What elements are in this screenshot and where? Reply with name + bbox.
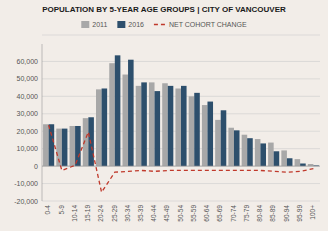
bar <box>255 139 261 166</box>
grid-line <box>42 78 320 79</box>
bar <box>300 163 306 166</box>
legend-swatch <box>154 24 166 25</box>
net-line <box>49 125 314 192</box>
x-tick-label: 100+ <box>309 205 316 220</box>
bar <box>175 88 181 166</box>
bar <box>62 129 68 167</box>
bar <box>43 124 49 166</box>
x-tick-label: 5-9 <box>58 205 65 215</box>
bar <box>181 86 187 166</box>
bar <box>221 110 227 166</box>
y-tick-label: 50,000 <box>17 75 39 82</box>
y-axis-line <box>42 44 43 201</box>
bar <box>88 117 94 166</box>
zero-line <box>42 166 320 167</box>
x-tick-label: 80-84 <box>256 205 263 222</box>
x-tick-label: 85-89 <box>269 205 276 222</box>
bar <box>102 88 108 166</box>
x-tick-label: 15-19 <box>84 205 91 222</box>
legend-label: NET COHORT CHANGE <box>169 21 247 28</box>
bar <box>122 75 128 167</box>
bar <box>287 158 293 166</box>
legend-label: 2011 <box>92 21 107 28</box>
x-tick-label: 50-54 <box>177 205 184 222</box>
background <box>0 0 328 231</box>
x-tick-label: 90-94 <box>283 205 290 222</box>
bar <box>155 91 161 166</box>
y-tick-label: 30,000 <box>17 110 39 117</box>
title: POPULATION BY 5-YEAR AGE GROUPS | CITY O… <box>42 5 286 14</box>
bar <box>136 86 142 166</box>
x-tick-label: 45-49 <box>163 205 170 222</box>
x-tick-label: 65-69 <box>216 205 223 222</box>
grid-line <box>42 201 320 202</box>
bar <box>202 105 208 166</box>
bar <box>295 159 301 166</box>
x-tick-label: 10-14 <box>71 205 78 222</box>
bar <box>228 128 234 166</box>
y-tick-label: 0 <box>34 163 38 170</box>
y-tick-label: 40,000 <box>17 93 39 100</box>
y-tick-label: 20,000 <box>17 128 39 135</box>
y-tick-label: 10,000 <box>17 145 39 152</box>
y-tick-label: -10,000 <box>14 180 38 187</box>
x-tick-label: 20-24 <box>97 205 104 222</box>
bar <box>70 126 76 166</box>
x-tick-label: 25-29 <box>111 205 118 222</box>
chart: POPULATION BY 5-YEAR AGE GROUPS | CITY O… <box>0 0 328 231</box>
bar <box>268 143 274 167</box>
bar <box>274 151 280 166</box>
y-tick-label: -20,000 <box>14 198 38 205</box>
plot-area <box>42 55 320 192</box>
bar <box>247 138 253 166</box>
y-tick-label: 60,000 <box>17 58 39 65</box>
bar <box>207 102 213 167</box>
x-tick-label: 95-99 <box>296 205 303 222</box>
grid-line <box>42 61 320 62</box>
bar <box>128 60 134 166</box>
x-tick-label: 0-4 <box>44 205 51 215</box>
bar <box>75 126 81 166</box>
bar <box>189 96 195 166</box>
legend-swatch <box>81 21 89 28</box>
x-tick-label: 40-44 <box>150 205 157 222</box>
legend: 2011 2016 NET COHORT CHANGE <box>81 21 247 28</box>
bar <box>83 118 89 166</box>
bar <box>242 135 248 166</box>
grid-line <box>42 183 320 184</box>
x-tick-label: 60-64 <box>203 205 210 222</box>
bar <box>162 83 168 166</box>
legend-label: 2016 <box>128 21 144 28</box>
bar <box>149 82 155 166</box>
legend-swatch <box>117 21 125 28</box>
bar <box>96 89 102 166</box>
grid <box>42 61 320 201</box>
separator <box>42 35 320 36</box>
bar <box>260 143 266 166</box>
bar <box>49 124 55 166</box>
bar <box>215 120 221 166</box>
x-tick-label: 35-39 <box>137 205 144 222</box>
bar <box>168 86 174 166</box>
x-tick-label: 70-74 <box>230 205 237 222</box>
grid-line <box>42 166 320 167</box>
bar <box>194 93 200 166</box>
bar <box>234 130 240 166</box>
x-tick-label: 75-79 <box>243 205 250 222</box>
x-tick-label: 30-34 <box>124 205 131 222</box>
bar <box>281 150 287 166</box>
bar <box>141 82 147 166</box>
bar <box>109 63 115 166</box>
x-tick-label: 55-59 <box>190 205 197 222</box>
bar <box>115 55 121 166</box>
